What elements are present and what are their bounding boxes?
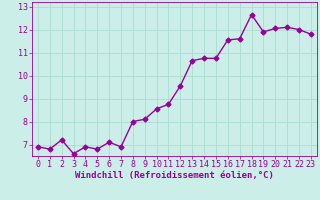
X-axis label: Windchill (Refroidissement éolien,°C): Windchill (Refroidissement éolien,°C) xyxy=(75,171,274,180)
